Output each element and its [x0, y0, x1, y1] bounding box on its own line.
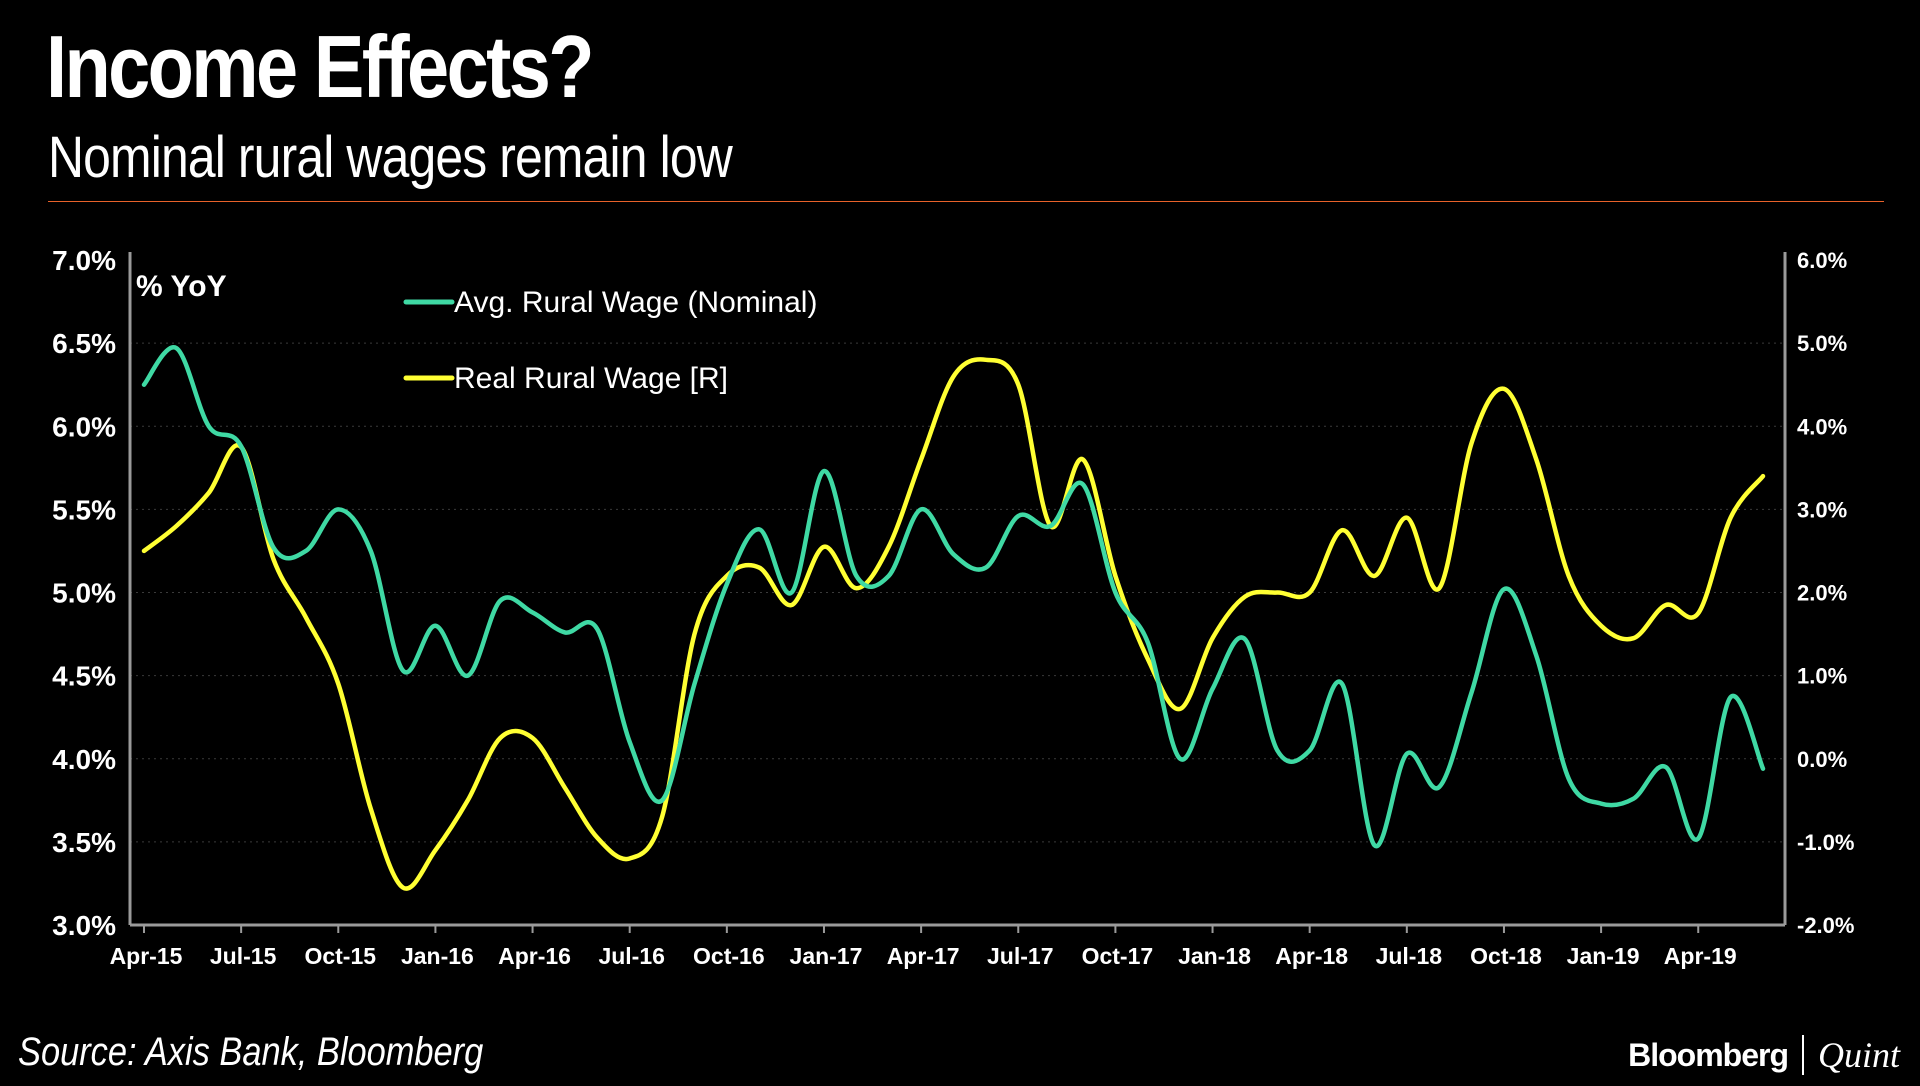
left-tick-label: 3.5% [52, 827, 116, 858]
left-tick-label: 4.0% [52, 744, 116, 775]
chart-subtitle: Nominal rural wages remain low [48, 125, 733, 190]
title-divider [48, 201, 1884, 202]
brand-logo: Bloomberg Quint [1628, 1034, 1900, 1076]
brand-secondary: Quint [1817, 1035, 1900, 1075]
right-axis-ticks: 6.0% 5.0% 4.0% 3.0% 2.0% 1.0% 0.0% -1.0% -2.0% [1797, 248, 1854, 938]
right-tick-label: -2.0% [1797, 913, 1854, 938]
series-line-nominal [141, 345, 1766, 849]
series-line-real [141, 357, 1766, 891]
legend: Avg. Rural Wage (Nominal) Real Rural Wag… [403, 286, 817, 395]
left-tick-label: 6.0% [52, 411, 116, 442]
x-tick-label: Jan-16 [401, 943, 474, 969]
left-tick-label: 5.5% [52, 494, 116, 525]
x-tick-label: Apr-17 [887, 943, 960, 969]
left-tick-label: 5.0% [52, 578, 116, 609]
x-tick-label: Jan-19 [1567, 943, 1640, 969]
axes [128, 252, 1787, 927]
chart-title: Income Effects? [46, 17, 594, 116]
right-tick-label: 5.0% [1797, 331, 1847, 356]
right-tick-label: 0.0% [1797, 747, 1847, 772]
x-tick-label: Jul-18 [1376, 943, 1443, 969]
x-tick-label: Oct-17 [1082, 943, 1154, 969]
right-tick-label: 3.0% [1797, 497, 1847, 522]
right-tick-label: 2.0% [1797, 581, 1847, 606]
x-axis-ticks: Apr-15 Jul-15 Oct-15 Jan-16 Apr-16 Jul-16 Oct-… [110, 925, 1737, 969]
x-tick-label: Apr-15 [110, 943, 183, 969]
left-tick-label: 6.5% [52, 328, 116, 359]
left-tick-label: 3.0% [52, 910, 116, 941]
left-tick-label: 7.0% [52, 245, 116, 276]
x-tick-label: Apr-19 [1664, 943, 1737, 969]
x-tick-label: Jul-15 [210, 943, 277, 969]
unit-label: % YoY [136, 270, 227, 303]
series-lines [141, 345, 1766, 891]
x-tick-label: Apr-16 [498, 943, 571, 969]
legend-label-nominal: Avg. Rural Wage (Nominal) [454, 286, 817, 319]
gridlines [130, 342, 1785, 843]
right-tick-label: -1.0% [1797, 830, 1854, 855]
x-tick-label: Jan-18 [1178, 943, 1251, 969]
x-tick-label: Jan-17 [790, 943, 863, 969]
x-tick-label: Apr-18 [1275, 943, 1348, 969]
x-tick-label: Oct-15 [304, 943, 376, 969]
right-tick-label: 6.0% [1797, 248, 1847, 273]
legend-label-real: Real Rural Wage [R] [454, 362, 728, 395]
brand-divider [1801, 1035, 1804, 1075]
source-note: Source: Axis Bank, Bloomberg [18, 1030, 484, 1074]
right-tick-label: 4.0% [1797, 414, 1847, 439]
x-tick-label: Jul-17 [987, 943, 1053, 969]
x-tick-label: Oct-18 [1470, 943, 1542, 969]
x-tick-label: Oct-16 [693, 943, 765, 969]
left-tick-label: 4.5% [52, 661, 116, 692]
x-tick-label: Jul-16 [598, 943, 664, 969]
left-axis-ticks: 7.0% 6.5% 6.0% 5.5% 5.0% 4.5% 4.0% 3.5% 3.0% [52, 245, 116, 941]
brand-primary: Bloomberg [1628, 1036, 1789, 1073]
right-tick-label: 1.0% [1797, 664, 1847, 689]
